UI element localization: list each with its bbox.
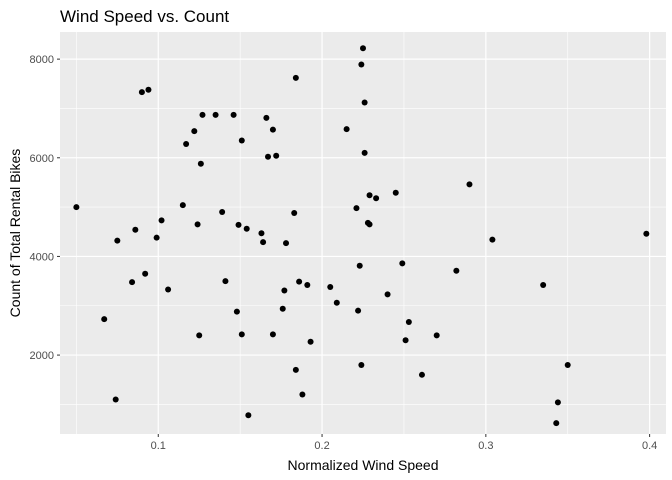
data-point	[258, 230, 265, 237]
data-point	[643, 230, 650, 237]
data-point	[101, 316, 108, 323]
data-point	[292, 366, 299, 373]
data-point	[554, 399, 561, 406]
data-point	[307, 338, 314, 345]
data-point	[366, 221, 373, 228]
data-point	[466, 181, 473, 188]
data-point	[153, 234, 160, 241]
y-tick-label: 6000	[30, 153, 54, 165]
data-point	[114, 237, 121, 244]
data-point	[418, 371, 425, 378]
x-tick-label: 0.4	[642, 440, 657, 452]
major-gridlines	[60, 32, 666, 434]
data-point	[360, 45, 366, 52]
data-point	[283, 240, 290, 247]
minor-gridlines	[60, 32, 666, 434]
data-point	[392, 189, 399, 196]
data-point	[191, 128, 198, 135]
data-point	[112, 396, 119, 403]
y-axis-ticks: 2000 4000 6000 8000	[30, 54, 60, 362]
data-point	[279, 305, 286, 312]
y-tick-label: 2000	[30, 350, 54, 362]
data-point	[145, 86, 152, 93]
data-point	[399, 260, 406, 267]
data-point	[196, 332, 203, 339]
data-point	[405, 319, 412, 326]
data-point	[564, 361, 571, 368]
data-point	[453, 267, 460, 274]
data-point	[233, 308, 240, 315]
data-point	[343, 126, 350, 133]
data-point	[243, 225, 250, 232]
data-point	[355, 307, 362, 314]
data-point	[299, 391, 306, 398]
data-point	[142, 270, 149, 277]
data-point	[540, 282, 547, 289]
data-point	[235, 221, 242, 228]
data-point	[273, 152, 280, 159]
data-point	[263, 114, 270, 121]
data-point	[281, 287, 288, 294]
data-point	[238, 137, 245, 144]
data-points	[73, 45, 650, 427]
data-point	[265, 153, 272, 160]
y-tick-label: 4000	[30, 251, 54, 263]
data-point	[269, 126, 276, 133]
data-point	[292, 74, 299, 81]
data-point	[73, 204, 80, 211]
data-point	[194, 221, 201, 228]
x-axis-ticks: 0.1 0.2 0.3 0.4	[151, 434, 657, 452]
x-tick-label: 0.2	[314, 440, 329, 452]
data-point	[353, 205, 360, 212]
data-point	[356, 262, 363, 269]
data-point	[553, 420, 560, 427]
x-axis-title: Normalized Wind Speed	[288, 457, 439, 473]
y-axis-title: Count of Total Rental Bikes	[7, 149, 23, 318]
data-point	[489, 236, 496, 243]
data-point	[129, 279, 136, 286]
data-point	[158, 217, 165, 224]
data-point	[179, 202, 186, 209]
data-point	[222, 278, 229, 285]
data-point	[230, 111, 237, 118]
data-point	[199, 111, 206, 118]
x-tick-label: 0.3	[478, 440, 493, 452]
data-point	[327, 284, 334, 291]
data-point	[384, 291, 391, 298]
data-point	[296, 278, 303, 285]
data-point	[165, 286, 172, 293]
data-point	[183, 140, 190, 147]
data-point	[132, 226, 139, 233]
data-point	[366, 192, 373, 199]
data-point	[358, 61, 365, 68]
y-tick-label: 8000	[30, 54, 54, 66]
data-point	[433, 332, 440, 339]
data-point	[197, 160, 204, 167]
data-point	[219, 209, 226, 216]
data-point	[333, 299, 340, 306]
plot-panel	[60, 32, 666, 434]
data-point	[291, 210, 298, 217]
chart-title: Wind Speed vs. Count	[60, 7, 229, 26]
x-tick-label: 0.1	[151, 440, 166, 452]
data-point	[245, 412, 252, 419]
data-point	[260, 239, 267, 246]
data-point	[238, 331, 245, 338]
data-point	[361, 149, 368, 156]
data-point	[361, 99, 368, 106]
data-point	[138, 89, 145, 96]
data-point	[402, 337, 409, 344]
data-point	[373, 195, 380, 202]
data-point	[358, 361, 365, 368]
data-point	[269, 331, 276, 338]
data-point	[212, 111, 219, 118]
data-point	[304, 282, 311, 289]
